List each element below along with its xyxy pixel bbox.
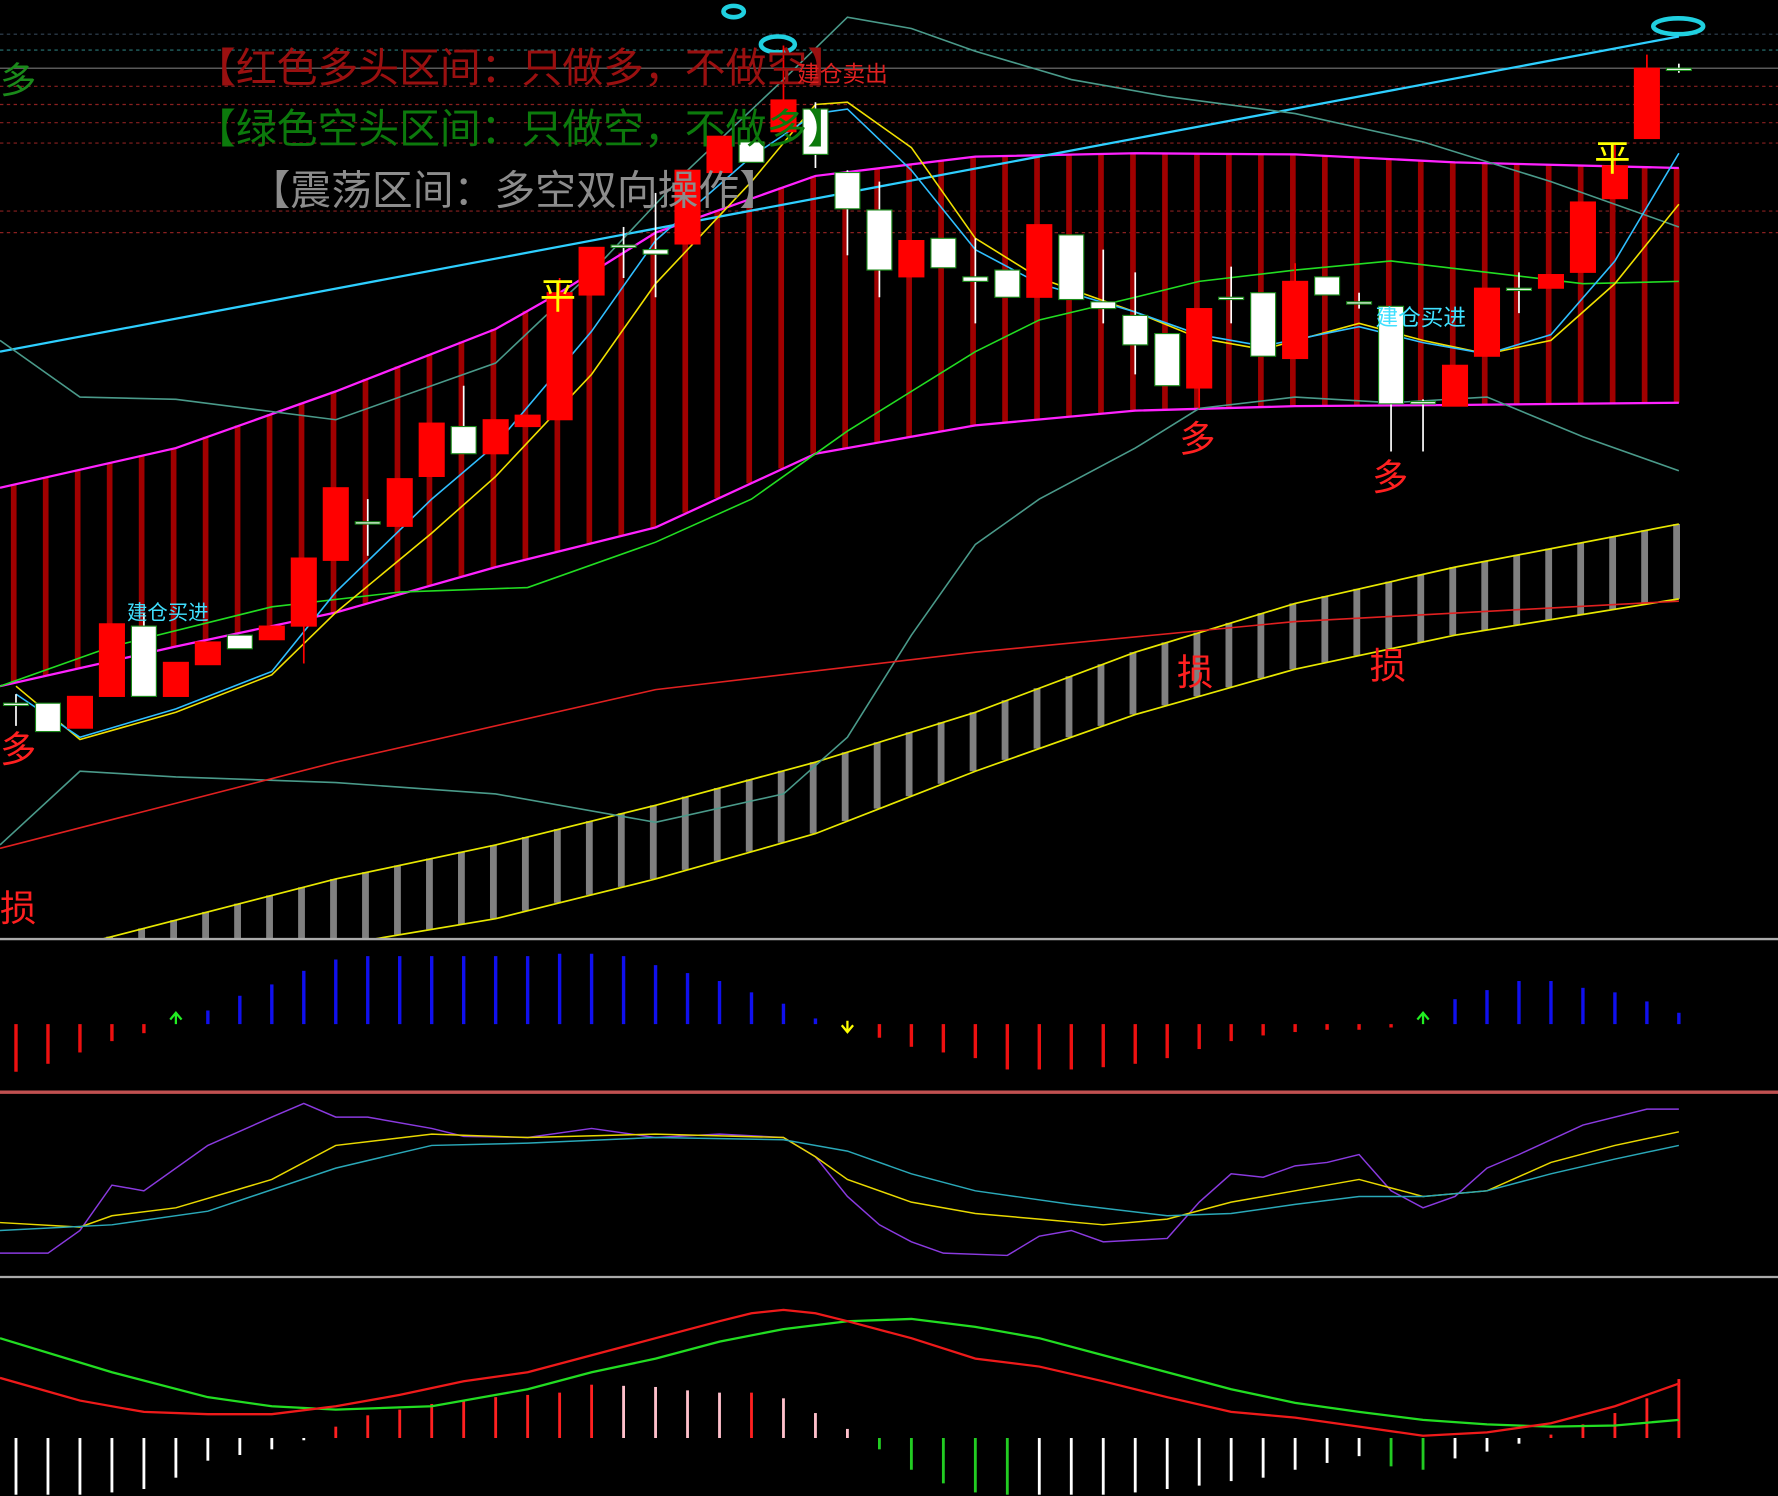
candle-body [322, 487, 349, 561]
candle-body [1505, 287, 1533, 292]
candle-body [258, 625, 285, 641]
candle-body [354, 521, 381, 525]
candle-body [610, 244, 637, 248]
annotation: 多 [1372, 456, 1408, 499]
candle-body [1441, 364, 1469, 407]
candle-body [514, 414, 541, 428]
candle-body [578, 246, 605, 296]
plot-area: 【红色多头区间：只做多，不做空】【绿色空头区间：只做空，不做多】【震荡区间：多空… [0, 16, 1692, 1495]
candle-body [930, 237, 957, 269]
candle-body [1250, 292, 1277, 357]
candle-body [1058, 234, 1085, 301]
annotation: 【绿色空头区间：只做空，不做多】 [195, 105, 848, 153]
candle-body [418, 422, 445, 477]
candle-body [98, 623, 125, 697]
candle-body [802, 108, 829, 155]
annotation: 建仓卖出 [797, 62, 888, 88]
signal-arrow [1416, 1011, 1430, 1025]
ma-line [0, 396, 1680, 846]
candle-body [1409, 401, 1437, 405]
candle-body [1154, 332, 1181, 387]
candle-body [1282, 280, 1309, 360]
annotation: 损 [1177, 651, 1213, 694]
signal-arrow [840, 1020, 854, 1034]
candle-body [1218, 296, 1245, 301]
ma-line [0, 16, 1680, 421]
candle-body [834, 171, 861, 210]
signal-arrow [169, 1011, 183, 1025]
channel-lower [374, 598, 1680, 940]
candle-body [1026, 224, 1053, 298]
channel-upper [102, 523, 1680, 940]
candle-body [1601, 165, 1628, 200]
marker-ring [758, 34, 798, 55]
candle-body [226, 634, 253, 650]
marker-ring [1651, 16, 1706, 37]
candle-body [1090, 301, 1117, 310]
annotation: 【震荡区间：多空双向操作】 [249, 166, 780, 214]
annotation: 【红色多头区间：只做多，不做空】 [195, 44, 848, 92]
candle-body [1186, 308, 1213, 389]
candle-body [2, 702, 30, 707]
candle-body [482, 419, 509, 455]
candle-body [450, 425, 477, 455]
candle-body [34, 702, 62, 733]
candle-body [194, 641, 221, 666]
candle-body [866, 209, 893, 271]
candle-body [130, 625, 157, 697]
macd-line [0, 1308, 1680, 1437]
candle-body [674, 169, 701, 245]
annotation: 损 [1370, 644, 1406, 687]
annotation: 多 [0, 728, 36, 771]
macd-line [0, 1317, 1679, 1428]
candle-body [1537, 274, 1564, 289]
candle-body [1569, 201, 1596, 273]
candle-body [1314, 276, 1341, 296]
annotation: 平 [1594, 136, 1630, 179]
candle-body [738, 141, 765, 163]
candle-body [898, 239, 925, 278]
candle-body [994, 269, 1021, 298]
candle-body [1633, 67, 1660, 140]
annotation: 建仓买进 [127, 600, 209, 624]
candle-body [1346, 301, 1373, 305]
ma-line [15, 101, 1680, 741]
annotation: 多 [1179, 417, 1215, 460]
candle-body [290, 557, 317, 627]
candle-body [962, 276, 989, 282]
candle-body [770, 99, 797, 133]
candle-body [1665, 67, 1692, 72]
oscillator-line [0, 1136, 1680, 1232]
candle-body [162, 661, 189, 697]
candle-body [642, 249, 669, 255]
candle-body [386, 478, 413, 527]
annotation: 损 [0, 887, 36, 930]
ma-line [15, 108, 1680, 739]
price-levels [0, 3, 1778, 234]
candle-body [546, 292, 573, 421]
candle-body [1473, 287, 1501, 357]
ma-line [0, 600, 1679, 850]
candle-body [1122, 314, 1149, 346]
ma-line [0, 260, 1679, 687]
candle-body [1378, 305, 1405, 405]
annotation: 建仓买进 [1375, 306, 1466, 332]
candle-body [706, 135, 733, 174]
annotation: 多 [0, 59, 36, 102]
marker-ring [721, 3, 747, 20]
band-upper [0, 152, 1679, 489]
candle-body [66, 695, 93, 729]
annotation: 平 [540, 275, 576, 318]
